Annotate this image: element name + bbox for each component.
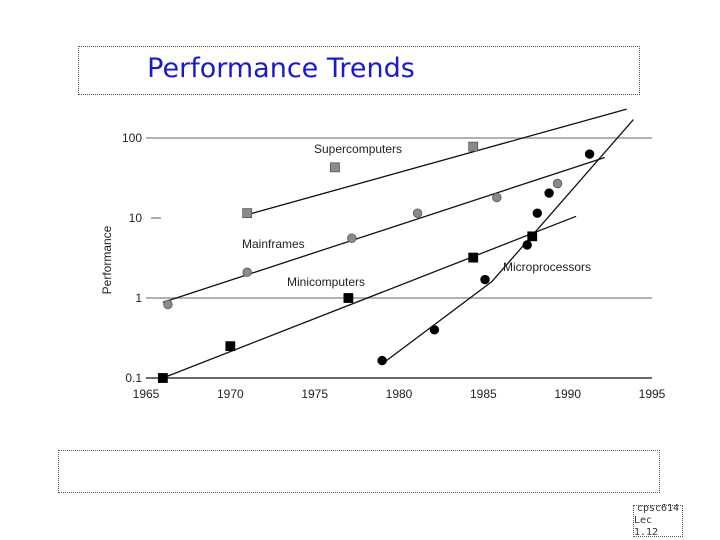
course-code: cpsc614: [636, 503, 680, 514]
point-supercomputers: [330, 162, 340, 173]
point-microprocessors: [522, 240, 532, 250]
x-tick-label: 1975: [301, 387, 328, 401]
slide-footer-tag: cpsc614 Lec 1.12: [633, 503, 683, 538]
series-label-mainframes: Mainframes: [242, 237, 305, 251]
point-mainframes: [347, 233, 357, 243]
point-microprocessors: [377, 355, 387, 366]
point-mainframes: [163, 299, 173, 310]
lecture-number: Lec 1.12: [634, 515, 659, 538]
x-tick-label: 1985: [470, 387, 497, 401]
x-tick-label: 1970: [217, 387, 244, 401]
trend-line-mainframes: [162, 156, 606, 304]
point-mainframes: [412, 208, 423, 218]
x-tick-label: 1965: [133, 387, 160, 401]
point-minicomputers: [468, 252, 479, 263]
trend-line-microprocessors: [381, 119, 634, 365]
series-label-supercomputers: Supercomputers: [314, 142, 402, 156]
point-microprocessors: [429, 325, 440, 335]
point-microprocessors: [480, 274, 490, 285]
point-mainframes: [492, 192, 502, 203]
point-minicomputers: [527, 231, 538, 242]
y-tick-label: 100: [122, 131, 142, 145]
point-mainframes: [242, 267, 252, 277]
slide-title-box: Performance Trends: [78, 46, 640, 95]
y-tick-label: 1: [135, 291, 142, 305]
x-tick-label: 1995: [639, 387, 666, 401]
point-supercomputers: [468, 141, 479, 152]
series-label-minicomputers: Minicomputers: [287, 275, 365, 289]
point-minicomputers: [157, 373, 168, 383]
point-microprocessors: [532, 208, 543, 218]
point-supercomputers: [242, 208, 253, 219]
point-microprocessors: [584, 149, 595, 159]
y-axis-title: Performance: [100, 225, 114, 294]
y-tick-label: 10: [129, 211, 143, 225]
x-tick-label: 1980: [386, 387, 413, 401]
trend-line-supercomputers: [247, 108, 627, 216]
point-mainframes: [552, 178, 563, 189]
x-tick-label: 1990: [554, 387, 581, 401]
y-tick-label: 0.1: [125, 371, 142, 385]
point-microprocessors: [544, 188, 554, 198]
trend-line-minicomputers: [162, 215, 577, 379]
point-minicomputers: [225, 341, 236, 352]
point-minicomputers: [343, 293, 354, 303]
slide-title: Performance Trends: [147, 53, 415, 84]
notes-box: [58, 450, 660, 493]
series-label-microprocessors: Microprocessors: [503, 260, 591, 274]
